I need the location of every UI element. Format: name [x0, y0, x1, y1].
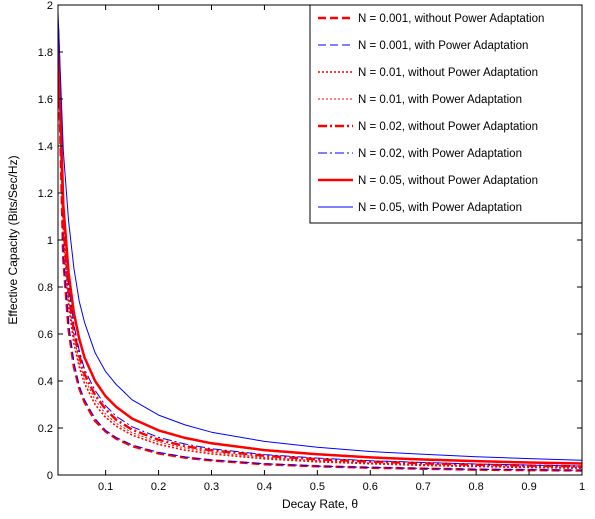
x-tick-label: 0.2: [151, 481, 166, 493]
x-tick-label: 0.6: [363, 481, 378, 493]
x-tick-label: 0.5: [310, 481, 325, 493]
y-tick-label: 0.2: [38, 423, 53, 435]
legend-label: N = 0.05, without Power Adaptation: [358, 175, 538, 187]
y-tick-label: 0.6: [38, 329, 53, 341]
legend-label: N = 0.01, with Power Adaptation: [358, 94, 522, 106]
series-line-5: [58, 33, 582, 468]
x-tick-label: 0.3: [204, 481, 219, 493]
legend-label: N = 0.02, with Power Adaptation: [358, 148, 522, 160]
y-tick-label: 1.4: [38, 141, 53, 153]
legend: N = 0.001, without Power Adaptation N = 0…: [309, 4, 583, 224]
legend-label: N = 0.02, without Power Adaptation: [358, 121, 538, 133]
series-line-7: [58, 28, 582, 465]
series-line-2: [58, 28, 582, 471]
y-tick-label: 2: [47, 0, 53, 12]
legend-label: N = 0.01, without Power Adaptation: [358, 67, 538, 79]
x-tick-label: 0.8: [468, 481, 483, 493]
series-line-3: [58, 35, 582, 469]
y-tick-label: 1.8: [38, 47, 53, 59]
y-axis-ticks: 0 0.2 0.4 0.6 0.8 1 1.2 1.4 1.6 1.8 2: [38, 0, 582, 482]
y-axis-label: Effective Capacity (Bits/Sec/Hz): [6, 155, 20, 324]
legend-label: N = 0.001, with Power Adaptation: [358, 40, 528, 52]
legend-label: N = 0.05, with Power Adaptation: [358, 202, 522, 214]
y-tick-label: 1: [47, 235, 53, 247]
legend-label: N = 0.001, without Power Adaptation: [358, 13, 544, 25]
x-tick-label: 0.7: [416, 481, 431, 493]
y-tick-label: 0.4: [38, 376, 53, 388]
x-tick-label: 0.4: [257, 481, 272, 493]
x-tick-label: 0.1: [98, 481, 113, 493]
x-tick-label: 0.9: [521, 481, 536, 493]
x-tick-label: 1: [579, 481, 585, 493]
legend-box: [309, 4, 583, 224]
y-tick-label: 0.8: [38, 282, 53, 294]
x-axis-label: Decay Rate, θ: [282, 497, 358, 511]
y-tick-label: 1.6: [38, 94, 53, 106]
series-line-6: [58, 21, 582, 467]
series-layer: [58, 12, 582, 472]
y-tick-label: 1.2: [38, 188, 53, 200]
y-tick-label: 0: [47, 470, 53, 482]
x-axis-ticks: 0.1 0.2 0.3 0.4 0.5 0.6 0.7 0.8 0.9 1: [98, 5, 585, 493]
series-line-8: [58, 12, 582, 461]
